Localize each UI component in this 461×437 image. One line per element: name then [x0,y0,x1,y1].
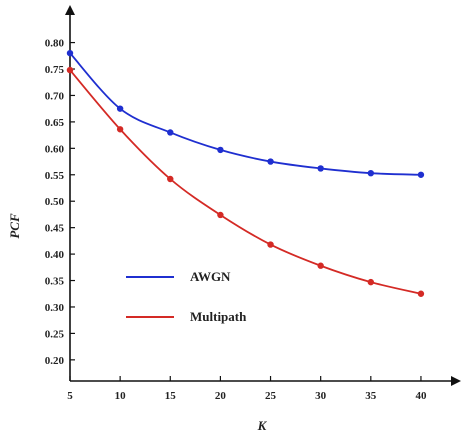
y-tick-label: 0.30 [45,302,65,314]
x-tick-label: 15 [165,390,177,402]
x-tick-label: 30 [315,390,327,402]
series-line-multipath [69,69,422,295]
x-tick-label: 20 [215,390,227,402]
x-tick-label: 40 [415,390,427,402]
data-point-multipath [116,126,124,133]
y-tick-label: 0.75 [45,64,65,76]
y-ticks: 0.80 0.75 0.70 0.65 0.60 0.55 0.50 0.45 0.40 0.35… [45,38,75,367]
x-tick-label: 10 [115,390,127,402]
data-point-multipath [217,211,224,219]
x-tick-label: 25 [265,390,277,402]
series-layer [66,49,425,297]
x-tick-label: 5 [67,390,73,402]
data-point-multipath [367,278,375,286]
y-tick-label: 0.35 [45,276,65,288]
data-point-multipath [417,290,425,297]
x-ticks: 5 10 15 20 25 30 35 40 [67,376,427,402]
y-tick-label: 0.65 [45,117,65,129]
data-point-multipath [167,175,174,183]
y-tick-label: 0.40 [45,249,65,261]
data-point-awgn [217,146,224,154]
y-tick-label: 0.20 [45,355,65,367]
data-point-multipath [66,66,74,74]
legend-label-multipath: Multipath [190,309,247,324]
data-point-multipath [317,262,324,269]
legend: AWGN Multipath [126,269,247,324]
x-axis-title: K [257,418,268,433]
legend-label-awgn: AWGN [190,269,231,284]
y-tick-label: 0.60 [45,143,65,155]
data-point-awgn [116,105,124,112]
y-tick-label: 0.80 [45,38,65,50]
data-point-awgn [167,129,174,136]
y-tick-label: 0.55 [45,170,65,182]
data-point-awgn [267,158,274,165]
data-point-awgn [66,49,74,57]
y-tick-label: 0.70 [45,90,65,102]
data-point-awgn [417,171,425,178]
axes [65,5,461,386]
y-tick-label: 0.25 [45,328,65,340]
y-tick-label: 0.45 [45,223,65,235]
data-point-multipath [267,241,274,248]
series-line-awgn [69,52,421,176]
y-tick-label: 0.50 [45,196,65,208]
x-tick-label: 35 [365,390,377,402]
y-axis-title: PCF [7,213,22,239]
data-point-awgn [317,165,324,172]
data-point-awgn [367,169,375,177]
